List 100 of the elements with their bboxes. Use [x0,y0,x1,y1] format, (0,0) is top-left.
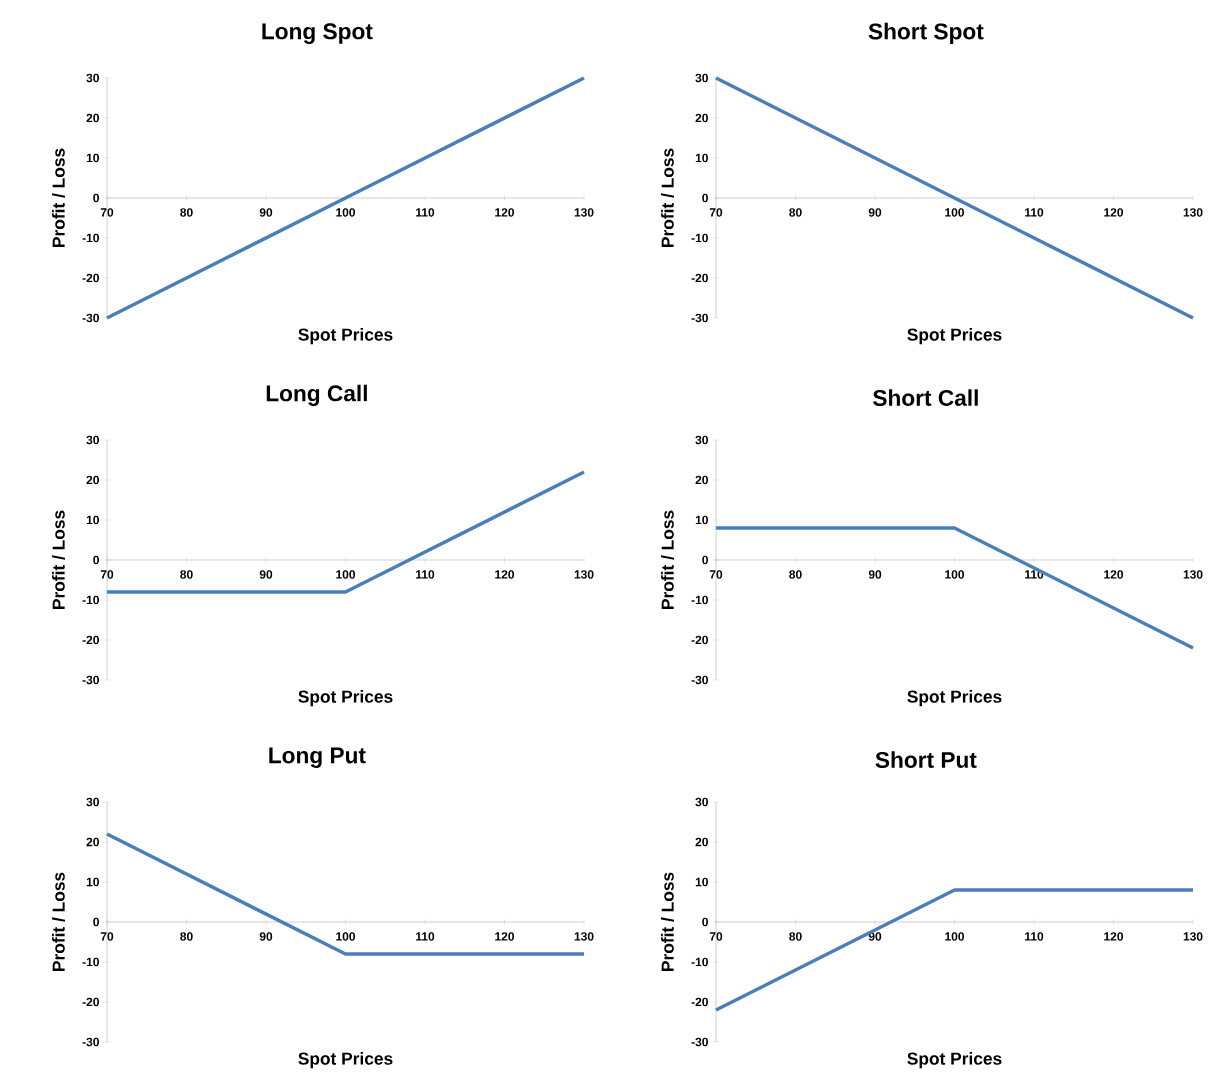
x-tick-label: 130 [1183,208,1203,217]
x-tick-label: 80 [789,932,802,941]
x-tick-label: 110 [416,570,435,579]
x-tick-label: 120 [495,570,515,579]
y-tick-label: -10 [82,233,99,243]
y-tick-label: 0 [702,193,708,203]
x-tick-label: 110 [416,932,435,941]
x-tick-label: 100 [336,208,356,217]
x-tick-label: 120 [1104,570,1124,579]
y-tick-label: -20 [691,635,708,645]
x-tick-label: 100 [945,208,965,217]
y-tick-label: -10 [691,595,708,605]
x-tick-label: 80 [180,932,193,941]
x-tick-label: 130 [574,208,594,217]
x-axis-title: Spot Prices [298,328,393,345]
y-tick-label: 0 [93,193,99,203]
x-tick-label: 110 [1025,932,1044,941]
x-tick-label: 120 [1104,208,1124,217]
y-tick-label: 30 [86,73,99,83]
x-axis-title: Spot Prices [907,328,1002,345]
x-tick-label: 130 [1183,570,1203,579]
y-tick-label: 20 [86,475,99,485]
x-axis-title: Spot Prices [907,690,1002,707]
y-tick-label: 10 [86,515,99,525]
y-tick-label: -30 [691,1037,708,1047]
x-axis-title: Spot Prices [298,1052,393,1069]
y-tick-label: -20 [691,997,708,1007]
y-tick-label: -30 [82,675,99,685]
x-tick-label: 90 [259,208,273,217]
x-tick-label: 90 [259,932,273,941]
y-axis-title: Profit / Loss [52,872,65,971]
x-tick-label: 120 [495,208,515,217]
x-tick-label: 80 [180,570,193,579]
x-tick-label: 90 [259,570,273,579]
x-tick-label: 110 [416,208,435,217]
x-tick-label: 100 [945,932,965,941]
y-tick-label: 30 [695,73,708,83]
x-tick-label: 100 [336,570,356,579]
y-tick-label: -10 [82,957,99,967]
y-tick-label: -30 [82,1037,99,1047]
x-tick-label: 130 [574,570,594,579]
x-tick-label: 70 [709,932,723,941]
x-tick-label: 120 [495,932,515,941]
x-tick-label: 130 [1183,932,1203,941]
y-tick-label: -20 [82,635,99,645]
y-tick-label: 20 [86,113,99,123]
y-axis-title: Profit / Loss [52,510,65,609]
y-axis-title: Profit / Loss [661,510,674,609]
x-axis-title: Spot Prices [298,690,393,707]
y-tick-label: 30 [695,435,708,445]
x-axis-title: Spot Prices [907,1052,1002,1069]
y-tick-label: -10 [82,595,99,605]
y-tick-label: 10 [695,515,708,525]
chart-title: Short Call [873,389,978,406]
y-tick-label: 20 [695,475,708,485]
y-tick-label: 20 [695,837,708,847]
chart-title: Short Put [875,751,977,768]
x-tick-label: 80 [789,208,802,217]
y-tick-label: 0 [93,555,99,565]
x-tick-label: 100 [336,932,356,941]
y-tick-label: -20 [82,273,99,283]
chart-title: Long Spot [262,23,373,44]
chart-title: Short Spot [868,22,984,44]
y-tick-label: 0 [93,917,99,927]
y-tick-label: -10 [691,957,708,967]
x-tick-label: 90 [868,208,882,217]
y-tick-label: -10 [691,233,708,243]
y-tick-label: -30 [691,675,708,685]
chart-title: Long Put [269,747,366,768]
y-axis-title: Profit / Loss [661,148,674,247]
y-tick-label: -20 [82,997,99,1007]
y-axis-title: Profit / Loss [52,148,65,247]
y-tick-label: 20 [695,113,708,123]
x-tick-label: 70 [100,570,114,579]
y-tick-label: 0 [702,917,708,927]
x-tick-label: 100 [945,570,965,579]
y-tick-label: 10 [86,153,99,163]
y-tick-label: 20 [86,837,99,847]
y-tick-label: 10 [695,877,708,887]
y-tick-label: 30 [695,797,708,807]
x-tick-label: 70 [709,570,723,579]
x-tick-label: 80 [789,570,802,579]
chart-title: Long Call [266,384,367,406]
y-tick-label: 30 [86,435,99,445]
x-tick-label: 90 [868,570,882,579]
y-tick-label: 10 [695,153,708,163]
x-tick-label: 70 [100,932,114,941]
y-tick-label: -20 [691,273,708,283]
x-tick-label: 110 [1025,208,1044,217]
y-axis-title: Profit / Loss [661,872,674,971]
x-tick-label: 120 [1104,932,1124,941]
y-tick-label: -30 [82,313,99,323]
x-tick-label: 70 [100,208,114,217]
x-tick-label: 80 [180,208,193,217]
y-tick-label: 10 [86,877,99,887]
y-tick-label: 30 [86,797,99,807]
x-tick-label: 130 [574,932,594,941]
y-tick-label: -30 [691,313,708,323]
y-tick-label: 0 [702,555,708,565]
x-tick-label: 70 [709,208,723,217]
